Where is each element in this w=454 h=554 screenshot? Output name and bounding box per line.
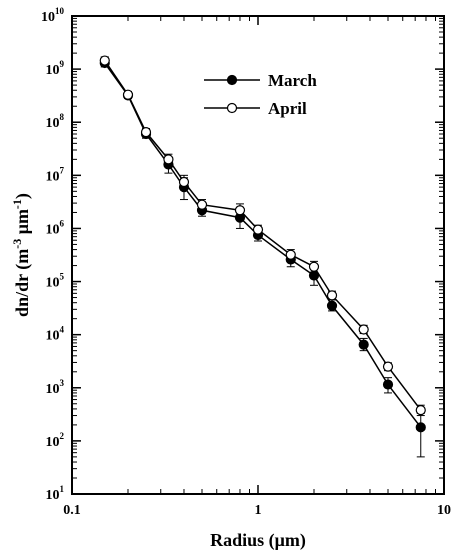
data-point (234, 205, 246, 216)
x-tick-label: 1 (255, 503, 262, 518)
y-axis-title-main: dn/dr (m (12, 249, 33, 317)
x-axis-title: Radius (μm) (210, 530, 306, 551)
y-tick-label-base: 10 (46, 116, 60, 131)
y-tick-label: 107 (46, 165, 65, 184)
y-tick-label-base: 10 (41, 10, 55, 25)
y-tick-label-exp: 9 (60, 59, 65, 69)
y-axis-title-close: ) (12, 193, 33, 199)
legend: March April (204, 71, 317, 118)
y-tick-label-exp: 8 (60, 112, 65, 122)
series-april (99, 55, 426, 417)
y-tick-label-base: 10 (46, 169, 60, 184)
data-point (285, 249, 296, 260)
series-line (104, 62, 422, 428)
y-tick-label-base: 10 (46, 222, 60, 237)
y-tick-label-exp: 3 (60, 378, 65, 388)
y-tick-label: 1010 (41, 6, 65, 25)
y-tick-label-base: 10 (46, 329, 60, 344)
data-point (99, 55, 110, 66)
x-axis: 0.1 1 10 (63, 16, 451, 518)
y-tick-label: 104 (46, 325, 65, 344)
legend-label: March (268, 71, 317, 90)
y-tick-label: 102 (46, 431, 65, 450)
data-point (308, 261, 320, 272)
y-tick-label: 101 (46, 484, 65, 503)
series-layer (99, 55, 426, 458)
y-tick-label-base: 10 (46, 435, 60, 450)
minor-tick-layer (72, 16, 444, 494)
data-point (122, 89, 134, 100)
y-tick-label-exp: 6 (60, 218, 65, 228)
y-tick-label-exp: 4 (60, 325, 65, 335)
x-tick-label: 0.1 (63, 503, 81, 518)
series-march (99, 57, 426, 458)
data-point (382, 361, 394, 372)
data-point (415, 422, 426, 433)
data-point (178, 176, 190, 188)
plot-frame (71, 15, 445, 495)
y-tick-label-exp: 10 (55, 6, 65, 16)
data-point (326, 300, 338, 311)
legend-label: April (268, 99, 307, 118)
y-tick-label-base: 10 (46, 276, 60, 291)
legend-marker (226, 74, 238, 86)
y-tick-label: 103 (46, 378, 65, 397)
y-tick-label-base: 10 (46, 488, 60, 503)
y-tick-label-exp: 5 (60, 272, 65, 282)
y-tick-label-base: 10 (46, 382, 60, 397)
y-tick-label-exp: 2 (60, 431, 65, 441)
data-point (358, 339, 369, 350)
y-axis-title-mid: μm (12, 209, 32, 239)
y-tick-label-exp: 1 (60, 484, 65, 494)
data-point (415, 404, 426, 416)
data-point (358, 324, 369, 335)
y-axis-title-exp2: -1 (10, 199, 24, 209)
y-tick-label: 108 (46, 112, 65, 131)
legend-item: April (204, 99, 307, 118)
y-tick-label-exp: 7 (60, 165, 65, 175)
data-point (196, 199, 208, 210)
data-point (326, 290, 338, 301)
y-tick-label-base: 10 (46, 63, 60, 78)
error-bar (416, 412, 425, 458)
y-axis-title-exp1: -3 (10, 239, 24, 249)
data-point (382, 379, 394, 390)
legend-marker (226, 102, 238, 114)
data-point (163, 154, 174, 165)
series-line (104, 60, 422, 411)
legend-item: March (204, 71, 317, 90)
y-axis-title: dn/dr (m-3 μm-1) (10, 193, 33, 317)
y-tick-label: 105 (46, 272, 65, 291)
y-tick-label: 109 (46, 59, 65, 78)
y-tick-label: 106 (46, 218, 65, 237)
data-point (252, 224, 264, 235)
data-point (140, 127, 152, 138)
x-tick-label: 10 (437, 503, 451, 518)
